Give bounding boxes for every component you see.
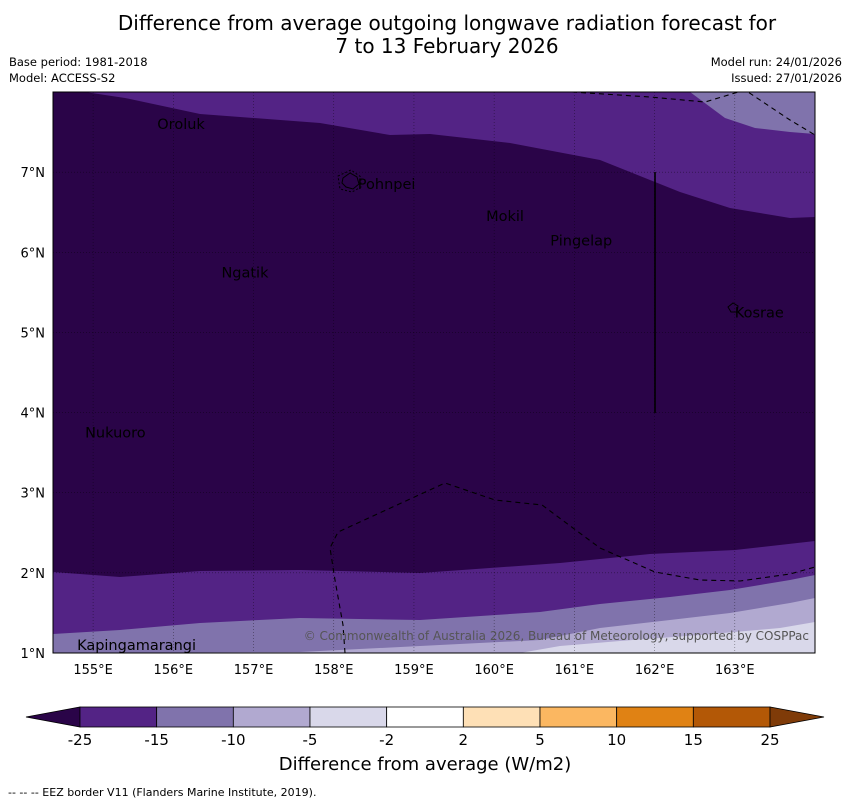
place-label: Nukuoro bbox=[85, 426, 146, 442]
eez-line-south bbox=[329, 482, 815, 653]
eez-line-north bbox=[571, 92, 815, 136]
lon-tick-label: 160°E bbox=[474, 663, 514, 678]
colorbar-segment bbox=[616, 706, 694, 728]
colorbar-extend-high bbox=[769, 706, 825, 728]
colorbar-segment bbox=[232, 706, 311, 728]
meta-left: Base period: 1981-2018 Model: ACCESS-S2 bbox=[9, 54, 148, 86]
colorbar-tick-label: 2 bbox=[458, 731, 469, 749]
colorbar-tick-label: -10 bbox=[221, 731, 246, 749]
place-label: Ngatik bbox=[221, 265, 269, 281]
colorbar-extend-low bbox=[25, 706, 81, 728]
band-north-15 bbox=[53, 92, 815, 218]
lat-tick-label: 3°N bbox=[21, 487, 46, 502]
colorbar-tick-label: -25 bbox=[67, 731, 93, 749]
colorbar-tick-label: -15 bbox=[144, 731, 169, 749]
eez-border bbox=[329, 92, 815, 653]
pohnpei-outline bbox=[337, 169, 362, 193]
lon-tick-label: 161°E bbox=[555, 663, 595, 678]
lat-ticks: 1°N 2°N 3°N 4°N 5°N 6°N 7°N bbox=[21, 166, 46, 662]
lat-tick-label: 1°N bbox=[21, 647, 46, 662]
colorbar-tick-label: 25 bbox=[760, 731, 780, 749]
colorbar-segment bbox=[309, 706, 388, 728]
model-name: Model: ACCESS-S2 bbox=[9, 71, 116, 85]
model-run: Model run: 24/01/2026 bbox=[710, 55, 842, 69]
lon-tick-label: 155°E bbox=[73, 663, 113, 678]
lat-tick-label: 6°N bbox=[21, 246, 46, 261]
lon-tick-label: 158°E bbox=[314, 663, 354, 678]
colorbar-tick-label: -2 bbox=[379, 731, 395, 749]
base-period: Base period: 1981-2018 bbox=[9, 55, 148, 69]
colorbar-segment bbox=[539, 706, 618, 728]
colorbar-segment bbox=[462, 706, 541, 728]
place-label: Pingelap bbox=[550, 233, 612, 249]
lon-tick-label: 156°E bbox=[154, 663, 194, 678]
colorbar bbox=[25, 706, 825, 728]
colorbar-title: Difference from average (W/m2) bbox=[278, 754, 572, 775]
lat-tick-label: 2°N bbox=[21, 567, 46, 582]
lon-tick-label: 159°E bbox=[394, 663, 434, 678]
place-label: Kosrae bbox=[735, 305, 784, 321]
lat-tick-label: 7°N bbox=[21, 166, 46, 181]
place-label: Kapingamarangi bbox=[77, 638, 196, 654]
colorbar-tick-label: 10 bbox=[607, 731, 627, 749]
eez-footnote: -- -- -- EEZ border V11 (Flanders Marine… bbox=[8, 786, 317, 799]
place-label: Pohnpei bbox=[358, 177, 416, 193]
title-line-2: 7 to 13 February 2026 bbox=[335, 34, 559, 58]
colorbar-tick-label: -5 bbox=[302, 731, 318, 749]
place-label: Mokil bbox=[486, 209, 524, 225]
copyright-text: © Commonwealth of Australia 2026, Bureau… bbox=[304, 629, 809, 643]
band-south-5 bbox=[53, 598, 815, 653]
lat-tick-label: 5°N bbox=[21, 326, 46, 341]
place-labels: Oroluk Pohnpei Mokil Pingelap Ngatik Kosrae Nu… bbox=[77, 117, 784, 654]
lon-tick-label: 163°E bbox=[715, 663, 755, 678]
colorbar-tick-label: 15 bbox=[683, 731, 703, 749]
map-frame bbox=[52, 91, 816, 654]
pohnpei-island bbox=[341, 172, 360, 190]
lat-tick-label: 4°N bbox=[21, 407, 46, 422]
lon-tick-label: 157°E bbox=[234, 663, 274, 678]
issued-date: Issued: 27/01/2026 bbox=[731, 71, 842, 85]
title-line-1: Difference from average outgoing longwav… bbox=[117, 11, 777, 35]
kosrae-island bbox=[727, 302, 739, 313]
band-south-2 bbox=[520, 622, 815, 653]
lon-ticks: 155°E 156°E 157°E 158°E 159°E 160°E 161°E 162°E… bbox=[73, 663, 754, 678]
colorbar-segment bbox=[156, 706, 234, 728]
place-label: Oroluk bbox=[157, 117, 205, 133]
lon-tick-label: 162°E bbox=[635, 663, 675, 678]
contour-fill bbox=[53, 92, 815, 653]
band-north-10 bbox=[690, 92, 815, 134]
meta-right: Model run: 24/01/2026 Issued: 27/01/2026 bbox=[711, 54, 842, 86]
colorbar-segment bbox=[386, 706, 464, 728]
colorbar-segment bbox=[79, 706, 158, 728]
colorbar-tick-label: 5 bbox=[535, 731, 545, 749]
map-title: Difference from average outgoing longwav… bbox=[0, 12, 850, 58]
island-outlines bbox=[337, 169, 739, 313]
colorbar-segment bbox=[692, 706, 771, 728]
